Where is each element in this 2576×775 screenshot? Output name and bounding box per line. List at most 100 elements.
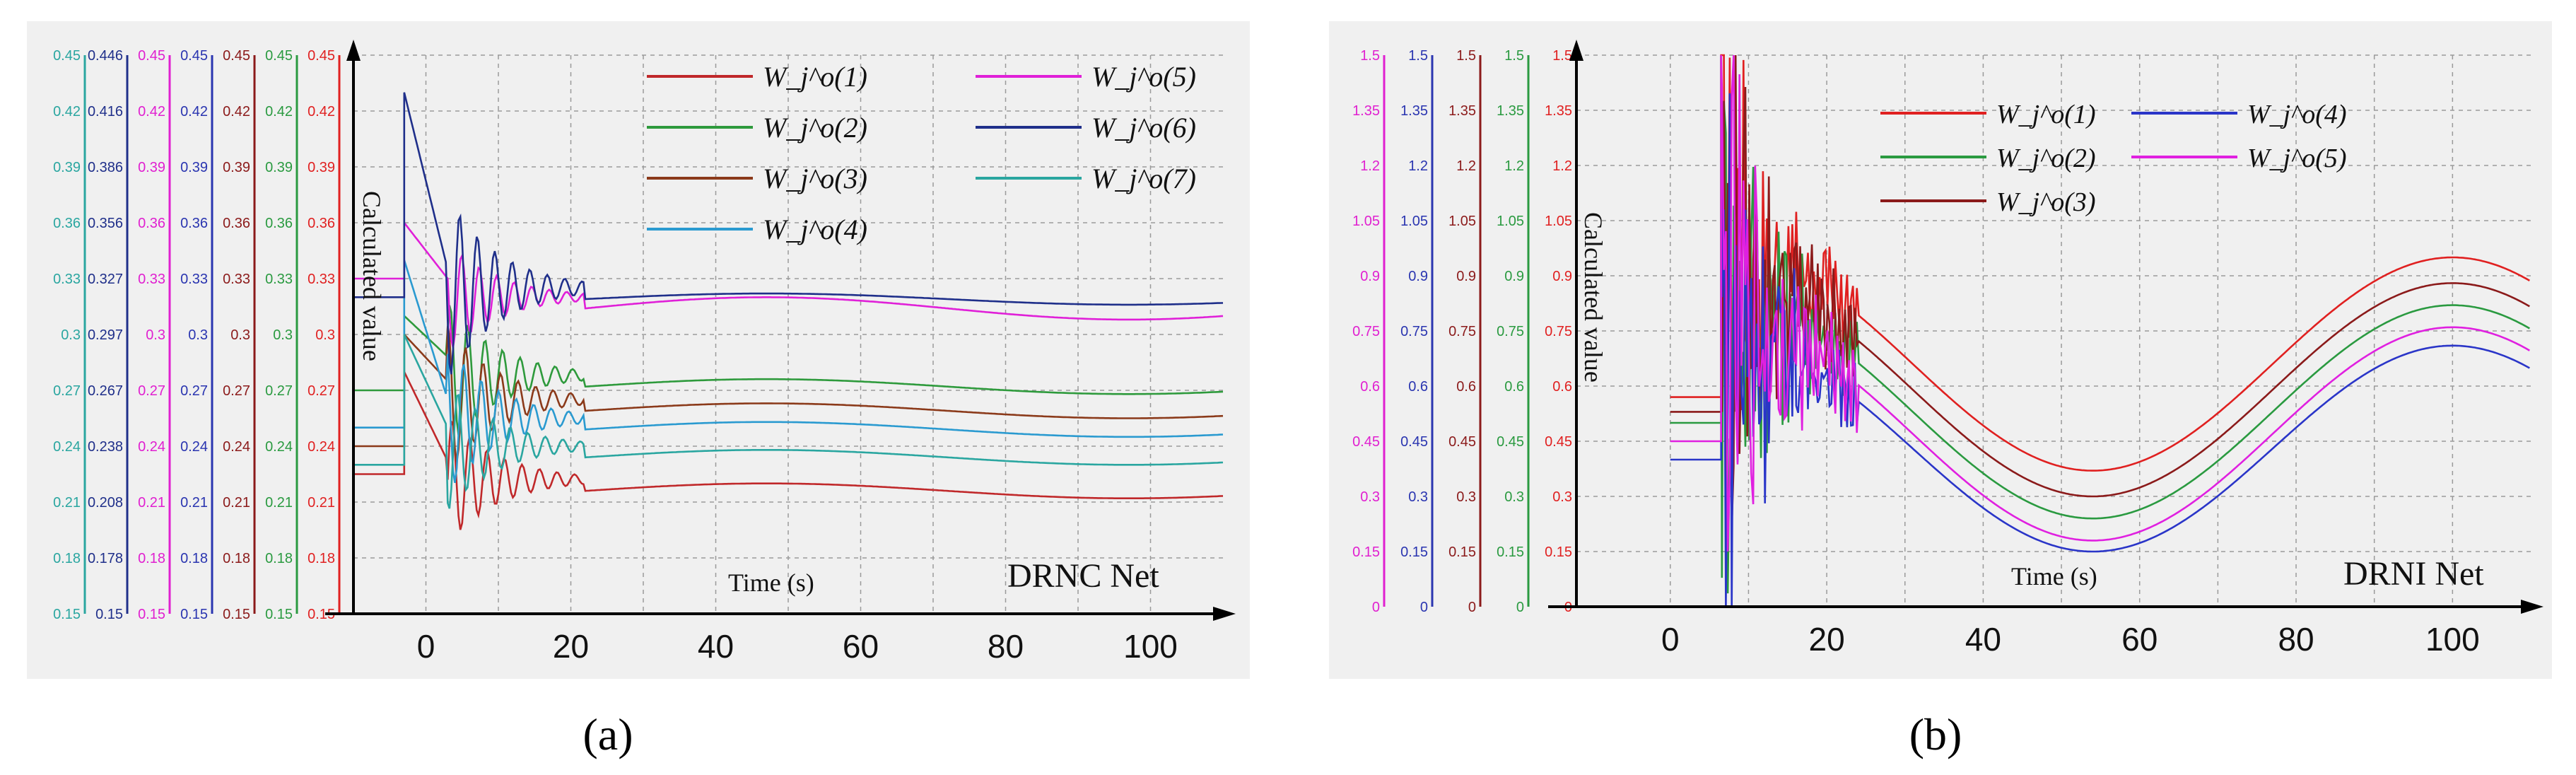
legend-label-5: W_j^o(5) (1091, 61, 1196, 93)
axis-w3-tick-label: 0.15 (223, 607, 250, 622)
panel-b-x-ticks: 0 20 40 60 80 100 (1661, 621, 2480, 658)
series-line-3 (353, 326, 1224, 462)
legend-label-2: W_j^o(2) (1996, 144, 2096, 173)
axis-w2-tick-label: 0.18 (265, 551, 293, 566)
axis-w3-tick-label: 0.3 (230, 327, 250, 343)
axis-w5-tick-label: 1.35 (1352, 103, 1380, 119)
x-tick-label: 40 (1965, 621, 2001, 658)
axis-w5-tick-label: 1.05 (1352, 214, 1380, 229)
series-line-3 (1670, 54, 2530, 528)
axis-w5-tick-label: 0.33 (138, 272, 165, 287)
axis-w1-tick-label: 0.45 (1545, 434, 1572, 450)
y-axis-arrow (346, 40, 361, 61)
x-tick-label: 20 (1809, 621, 1845, 658)
x-axis-arrow (1213, 607, 1236, 621)
axis-w4-tick-label: 0.3 (188, 327, 208, 343)
series-line-4 (1670, 54, 2530, 607)
chart-panel-a: 0.15 0.18 0.21 0.24 0.27 0.3 0.33 0.36 0.39 0.42 0… (27, 21, 1250, 759)
panel-a-x-ticks: 0 20 40 60 80 100 (417, 628, 1178, 665)
axis-w1-tick-label: 0.36 (308, 216, 335, 231)
axis-w1-tick-label: 0.33 (308, 272, 335, 287)
axis-w2-tick-label: 1.05 (1497, 214, 1524, 229)
axis-w2-tick-label: 0.27 (265, 383, 293, 399)
axis-w1-tick-label: 1.35 (1545, 103, 1572, 119)
axis-w5-tick-label: 0.3 (1360, 489, 1380, 505)
axis-w7-tick-label: 0.18 (53, 551, 81, 566)
axis-w3-tick-label: 0.33 (223, 272, 250, 287)
axis-w3-tick-label: 0 (1468, 600, 1476, 615)
panel-a-series (353, 92, 1224, 530)
axis-w7-tick-label: 0.33 (53, 272, 81, 287)
axis-w5-tick-label: 0.27 (138, 383, 165, 399)
axis-w5-tick-label: 1.5 (1360, 48, 1380, 64)
axis-w6-tick-label: 0.416 (88, 104, 123, 120)
axis-w7-tick-label: 0.24 (53, 439, 81, 455)
axis-w1-tick-label: 0.9 (1552, 269, 1572, 284)
series-line-4 (353, 260, 1224, 483)
legend-label-6: W_j^o(6) (1091, 112, 1196, 144)
panel-b-title: DRNI Net (2343, 555, 2484, 593)
axis-w3-tick-label: 0.6 (1456, 379, 1476, 395)
axis-w6-tick-label: 0.208 (88, 495, 123, 511)
axis-w1-tick-label: 0.3 (1552, 489, 1572, 505)
axis-w7-tick-label: 0.3 (61, 327, 81, 343)
axis-w1-tick-label: 0.3 (315, 327, 335, 343)
series-line-5 (1670, 54, 2530, 552)
axis-w5-tick-label: 0.42 (138, 104, 165, 120)
x-tick-label: 100 (1123, 628, 1178, 665)
axis-w7-tick-label: 0.21 (53, 495, 81, 511)
axis-w4-tick-label: 0.33 (180, 272, 208, 287)
axis-w6-tick-label: 0.297 (88, 327, 123, 343)
axis-w4-tick-label: 1.5 (1408, 48, 1428, 64)
axis-w3-tick-label: 0.18 (223, 551, 250, 566)
axis-w5-tick-label: 0.15 (1352, 544, 1380, 560)
axis-w7-tick-label: 0.42 (53, 104, 81, 120)
axis-w1-tick-label: 0.15 (1545, 544, 1572, 560)
axis-w4-tick-label: 0.75 (1400, 324, 1428, 339)
legend-label-1: W_j^o(1) (1996, 100, 2096, 129)
axis-w4-tick-label: 0 (1420, 600, 1428, 615)
axis-w7-tick-label: 0.45 (53, 48, 81, 64)
axis-w3-tick-label: 1.2 (1456, 158, 1476, 174)
axis-w2-tick-label: 0.3 (273, 327, 293, 343)
axis-w4-tick-label: 0.15 (1400, 544, 1428, 560)
axis-w1-tick-label: 0.27 (308, 383, 335, 399)
axis-w1-tick-label: 0.42 (308, 104, 335, 120)
axis-w4-tick-label: 0.6 (1408, 379, 1428, 395)
axis-w4-tick-label: 0.18 (180, 551, 208, 566)
axis-w2-tick-label: 0.24 (265, 439, 293, 455)
axis-w5-tick-label: 0.39 (138, 160, 165, 175)
axis-w2-tick-label: 0.36 (265, 216, 293, 231)
legend-label-7: W_j^o(7) (1091, 163, 1196, 194)
axis-w5-tick-label: 0.3 (146, 327, 165, 343)
panel-b-legend: W_j^o(1) W_j^o(2) W_j^o(3) W_j^o(4) W_j^o(5) (1880, 100, 2347, 217)
legend-label-4: W_j^o(4) (2247, 100, 2347, 129)
axis-w5-tick-label: 0.24 (138, 439, 165, 455)
axis-w5-tick-label: 0.6 (1360, 379, 1380, 395)
x-tick-label: 80 (988, 628, 1024, 665)
axis-w2-tick-label: 0.42 (265, 104, 293, 120)
x-tick-label: 20 (553, 628, 589, 665)
axis-w4-tick-label: 0.21 (180, 495, 208, 511)
axis-w1-tick-label: 0.75 (1545, 324, 1572, 339)
axis-w1-tick-label: 0.15 (308, 607, 335, 622)
axis-w1-tick-label: 0.45 (308, 48, 335, 64)
panel-a-legend: W_j^o(1) W_j^o(2) W_j^o(3) W_j^o(4) W_j^o(5)… (647, 61, 1196, 245)
axis-w6-tick-label: 0.15 (95, 607, 123, 622)
axis-w5-tick-label: 0.45 (138, 48, 165, 64)
series-line-1 (353, 371, 1224, 530)
legend-label-5: W_j^o(5) (2247, 144, 2347, 173)
axis-w3-tick-label: 0.45 (223, 48, 250, 64)
panel-a-title: DRNC Net (1007, 557, 1159, 595)
axis-w3-tick-label: 0.21 (223, 495, 250, 511)
axis-w6-tick-label: 0.267 (88, 383, 123, 399)
legend-label-1: W_j^o(1) (763, 61, 867, 93)
axis-w3-tick-label: 0.42 (223, 104, 250, 120)
axis-w5-tick-label: 0.9 (1360, 269, 1380, 284)
axis-w1-tick-label: 0.18 (308, 551, 335, 566)
axis-w1-tick-label: 0.6 (1552, 379, 1572, 395)
axis-w6-tick-label: 0.446 (88, 48, 123, 64)
axis-w7-tick-label: 0.39 (53, 160, 81, 175)
axis-w6-tick-label: 0.178 (88, 551, 123, 566)
